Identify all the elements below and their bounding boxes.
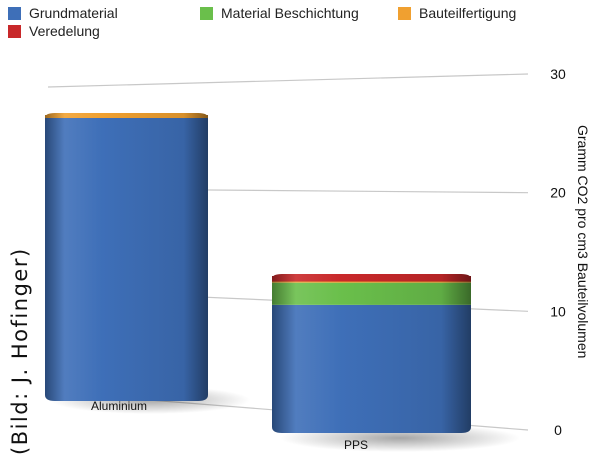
bar-segment [45,116,208,395]
legend-swatch [8,6,21,20]
bar-top-cap [45,113,208,118]
legend-item: Grundmaterial [8,5,118,21]
category-label: Aluminium [91,399,147,413]
legend-label: Grundmaterial [29,5,118,21]
legend-item: Material Beschichtung [200,5,359,21]
legend-label: Bauteilfertigung [419,5,517,21]
bar-bottom-cap [272,427,471,433]
bar-segment [272,304,471,427]
bar-top-cap [272,274,471,279]
image-credit: (Bild: J. Hofinger) [8,247,32,455]
y-axis-label: Gramm CO2 pro cm3 Bauteilvolumen [575,125,591,359]
legend-item: Veredelung [8,23,100,39]
legend-swatch [8,24,21,38]
bar-segment [272,282,471,305]
legend-label: Material Beschichtung [221,5,359,21]
category-label: PPS [344,438,368,452]
legend-label: Veredelung [29,23,100,39]
y-tick-label: 10 [550,303,566,319]
bar-bottom-cap [45,395,208,401]
bar-segment [272,281,471,283]
y-tick-label: 30 [550,66,566,82]
gridline [47,73,529,88]
legend-swatch [398,6,411,20]
legend-swatch [200,6,213,20]
y-tick-label: 0 [554,422,562,438]
y-tick-label: 20 [550,185,566,201]
legend: Grundmaterial Material Beschichtung Bautei… [0,0,600,44]
legend-item: Bauteilfertigung [398,5,516,21]
